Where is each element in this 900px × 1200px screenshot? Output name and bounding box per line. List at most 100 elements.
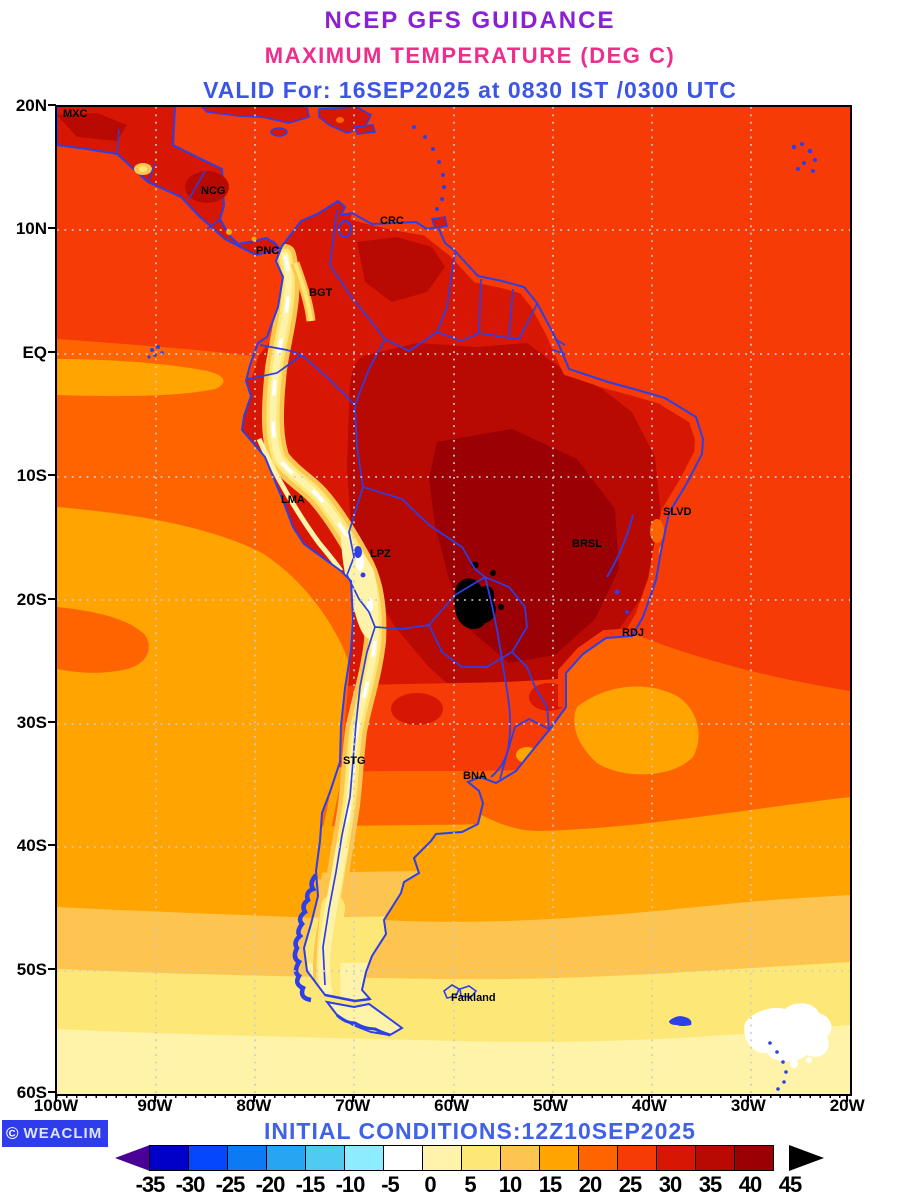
station-label: LMA: [281, 494, 305, 506]
colorbar-cell-m35: [149, 1145, 189, 1171]
lat-tick: [48, 597, 56, 600]
colorbar-cell-p30: [656, 1145, 696, 1171]
lon-tick: [153, 1094, 156, 1102]
lat-label: 40S: [16, 836, 47, 856]
south-sandwich: [768, 1041, 788, 1091]
station-label: BGT: [309, 287, 333, 299]
lon-tick: [55, 1094, 57, 1102]
page-title: NCEP GFS GUIDANCE: [324, 7, 616, 34]
lon-label: 40W: [631, 1096, 667, 1115]
colorbar-cell-p0: [422, 1145, 462, 1171]
lon-tick: [549, 1094, 552, 1102]
colorbar-tick-label: 35: [698, 1172, 723, 1197]
colorbar-cell-m5: [383, 1145, 423, 1171]
lat-label: 10N: [15, 219, 47, 239]
colorbar-cell-p15: [539, 1145, 579, 1171]
lat-tick: [48, 104, 56, 106]
logo-text: WEACLIM: [23, 1125, 103, 1142]
station-label: Falkland: [451, 992, 496, 1004]
tierra-del-fuego: [324, 993, 404, 1037]
station-label: MXC: [63, 108, 88, 120]
station-label: BRSL: [572, 538, 602, 550]
colorbar-cells: [149, 1145, 774, 1171]
colorbar-cell-p35: [695, 1145, 735, 1171]
colorbar-tick-label: 15: [538, 1172, 563, 1197]
colorbar-cell-p20: [578, 1145, 618, 1171]
colorbar-tick-label: 5: [464, 1172, 476, 1197]
colorbar-cell-m30: [188, 1145, 228, 1171]
lon-label: 50W: [533, 1096, 568, 1115]
temperature-colorbar: -35 -30 -25 -20 -15 -10 -5 0 5 10 15 20 25 30 35 40 45: [115, 1145, 825, 1197]
lat-tick: [48, 720, 56, 723]
colorbar-cell-p5: [461, 1145, 501, 1171]
lat-label: 20N: [15, 96, 47, 115]
valid-time-line: VALID For: 16SEP2025 at 0830 IST /0300 U…: [203, 77, 737, 103]
weaclim-logo: © WEACLIM: [2, 1120, 108, 1147]
map-frame: [55, 105, 852, 1096]
station-label: BNA: [463, 770, 487, 782]
lon-label: 60W: [434, 1096, 470, 1115]
lat-label: 30S: [16, 712, 47, 732]
lon-tick: [450, 1094, 453, 1102]
lon-tick: [252, 1094, 255, 1102]
lon-tick: [648, 1094, 651, 1102]
colorbar-tick-label: 45: [778, 1172, 803, 1197]
colorbar-tick-label: 30: [658, 1172, 683, 1197]
lon-label: 70W: [335, 1096, 371, 1115]
lat-label: EQ: [22, 342, 47, 362]
map-canvas: [57, 107, 850, 1094]
lat-tick: [48, 474, 56, 477]
lat-tick: [48, 967, 56, 970]
station-label: STG: [343, 755, 366, 767]
colorbar-tick-label: -10: [335, 1172, 366, 1197]
lon-tick: [747, 1094, 750, 1102]
lat-tick: [48, 350, 56, 353]
colorbar-tick-label: -30: [175, 1172, 206, 1197]
station-label: PNC: [256, 245, 280, 257]
colorbar-cell-m20: [266, 1145, 306, 1171]
colorbar-cell-p10: [500, 1145, 540, 1171]
graticule: [57, 107, 850, 1094]
station-label: SLVD: [663, 506, 692, 518]
lat-label: 50S: [16, 959, 47, 979]
lat-tick: [48, 1091, 56, 1093]
lon-label: 100W: [33, 1096, 79, 1115]
copyright-icon: ©: [6, 1124, 19, 1143]
colorbar-tick-label: 20: [578, 1172, 603, 1197]
colorbar-tick-label: -25: [215, 1172, 246, 1197]
lon-label: 30W: [730, 1096, 766, 1115]
lat-label: 60S: [16, 1083, 47, 1102]
lat-tick: [48, 844, 56, 847]
station-label: NCG: [201, 185, 226, 197]
station-label: CRC: [380, 215, 404, 227]
lon-label: 80W: [236, 1096, 272, 1115]
islands: [147, 107, 817, 1091]
lat-tick: [48, 227, 56, 230]
colorbar-high-arrow: [789, 1145, 824, 1171]
colorbar-tick-label: 40: [738, 1172, 763, 1197]
page-subtitle: MAXIMUM TEMPERATURE (DEG C): [264, 43, 676, 68]
south-georgia: [669, 1016, 692, 1026]
colorbar-tick-label: -20: [255, 1172, 286, 1197]
colorbar-tick-label: -15: [295, 1172, 326, 1197]
colorbar-cell-m10: [344, 1145, 384, 1171]
lakes: [338, 220, 366, 578]
colorbar-cell-m15: [305, 1145, 345, 1171]
lon-tick: [351, 1094, 354, 1102]
colorbar-tick-label: 10: [498, 1172, 523, 1197]
station-label: RDJ: [622, 627, 645, 639]
lon-label: 20W: [829, 1096, 865, 1115]
station-label: LPZ: [370, 548, 391, 560]
initial-conditions-line: INITIAL CONDITIONS:12Z10SEP2025: [264, 1118, 696, 1144]
colorbar-cell-m25: [227, 1145, 267, 1171]
lat-label: 10S: [16, 466, 47, 486]
colorbar-tick-label: -35: [135, 1172, 166, 1197]
colorbar-low-arrow: [115, 1145, 150, 1171]
colorbar-cell-p40: [734, 1145, 774, 1171]
colorbar-tick-label: 0: [424, 1172, 436, 1197]
falkland-islands: [443, 984, 478, 999]
chile-fjords: [292, 873, 318, 1003]
colorbar-tick-label: 25: [618, 1172, 643, 1197]
colorbar-cell-p25: [617, 1145, 657, 1171]
